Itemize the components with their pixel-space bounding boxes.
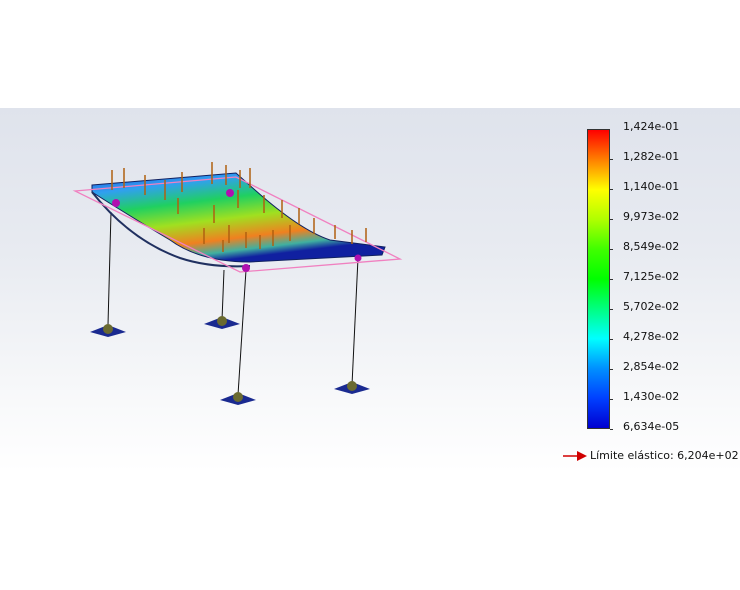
scale-tick-label: 5,702e-02: [623, 300, 680, 313]
scale-tick: [610, 309, 613, 310]
scale-tick-label: 1,430e-02: [623, 390, 680, 403]
scale-tick-label: 4,278e-02: [623, 330, 680, 343]
scale-tick-label: 1,424e-01: [623, 120, 680, 133]
color-scale-bar: [587, 129, 610, 429]
scale-tick-label: 2,854e-02: [623, 360, 680, 373]
yield-strength-indicator: Límite elástico: 6,204e+02: [563, 449, 739, 462]
scale-tick: [610, 189, 613, 190]
scale-tick: [610, 249, 613, 250]
scale-tick: [610, 159, 613, 160]
scale-tick-label: 7,125e-02: [623, 270, 680, 283]
scale-tick: [610, 339, 613, 340]
arrow-right-icon: [563, 450, 587, 461]
scale-tick: [610, 369, 613, 370]
load-arrows: [111, 162, 367, 252]
scale-tick-label: 1,140e-01: [623, 180, 680, 193]
scale-tick-label: 1,282e-01: [623, 150, 680, 163]
support-cables: [107, 211, 359, 396]
scale-tick-label: 9,973e-02: [623, 210, 680, 223]
scale-tick: [610, 279, 613, 280]
scale-tick-label: 8,549e-02: [623, 240, 680, 253]
scale-tick-label: 6,634e-05: [623, 420, 680, 433]
fixture-icons: [90, 316, 370, 405]
scale-tick: [610, 219, 613, 220]
scale-tick: [610, 429, 613, 430]
scale-tick: [610, 399, 613, 400]
deformed-plate: [91, 172, 386, 268]
connector-points: [112, 189, 362, 272]
yield-strength-label: Límite elástico: 6,204e+02: [590, 449, 739, 462]
